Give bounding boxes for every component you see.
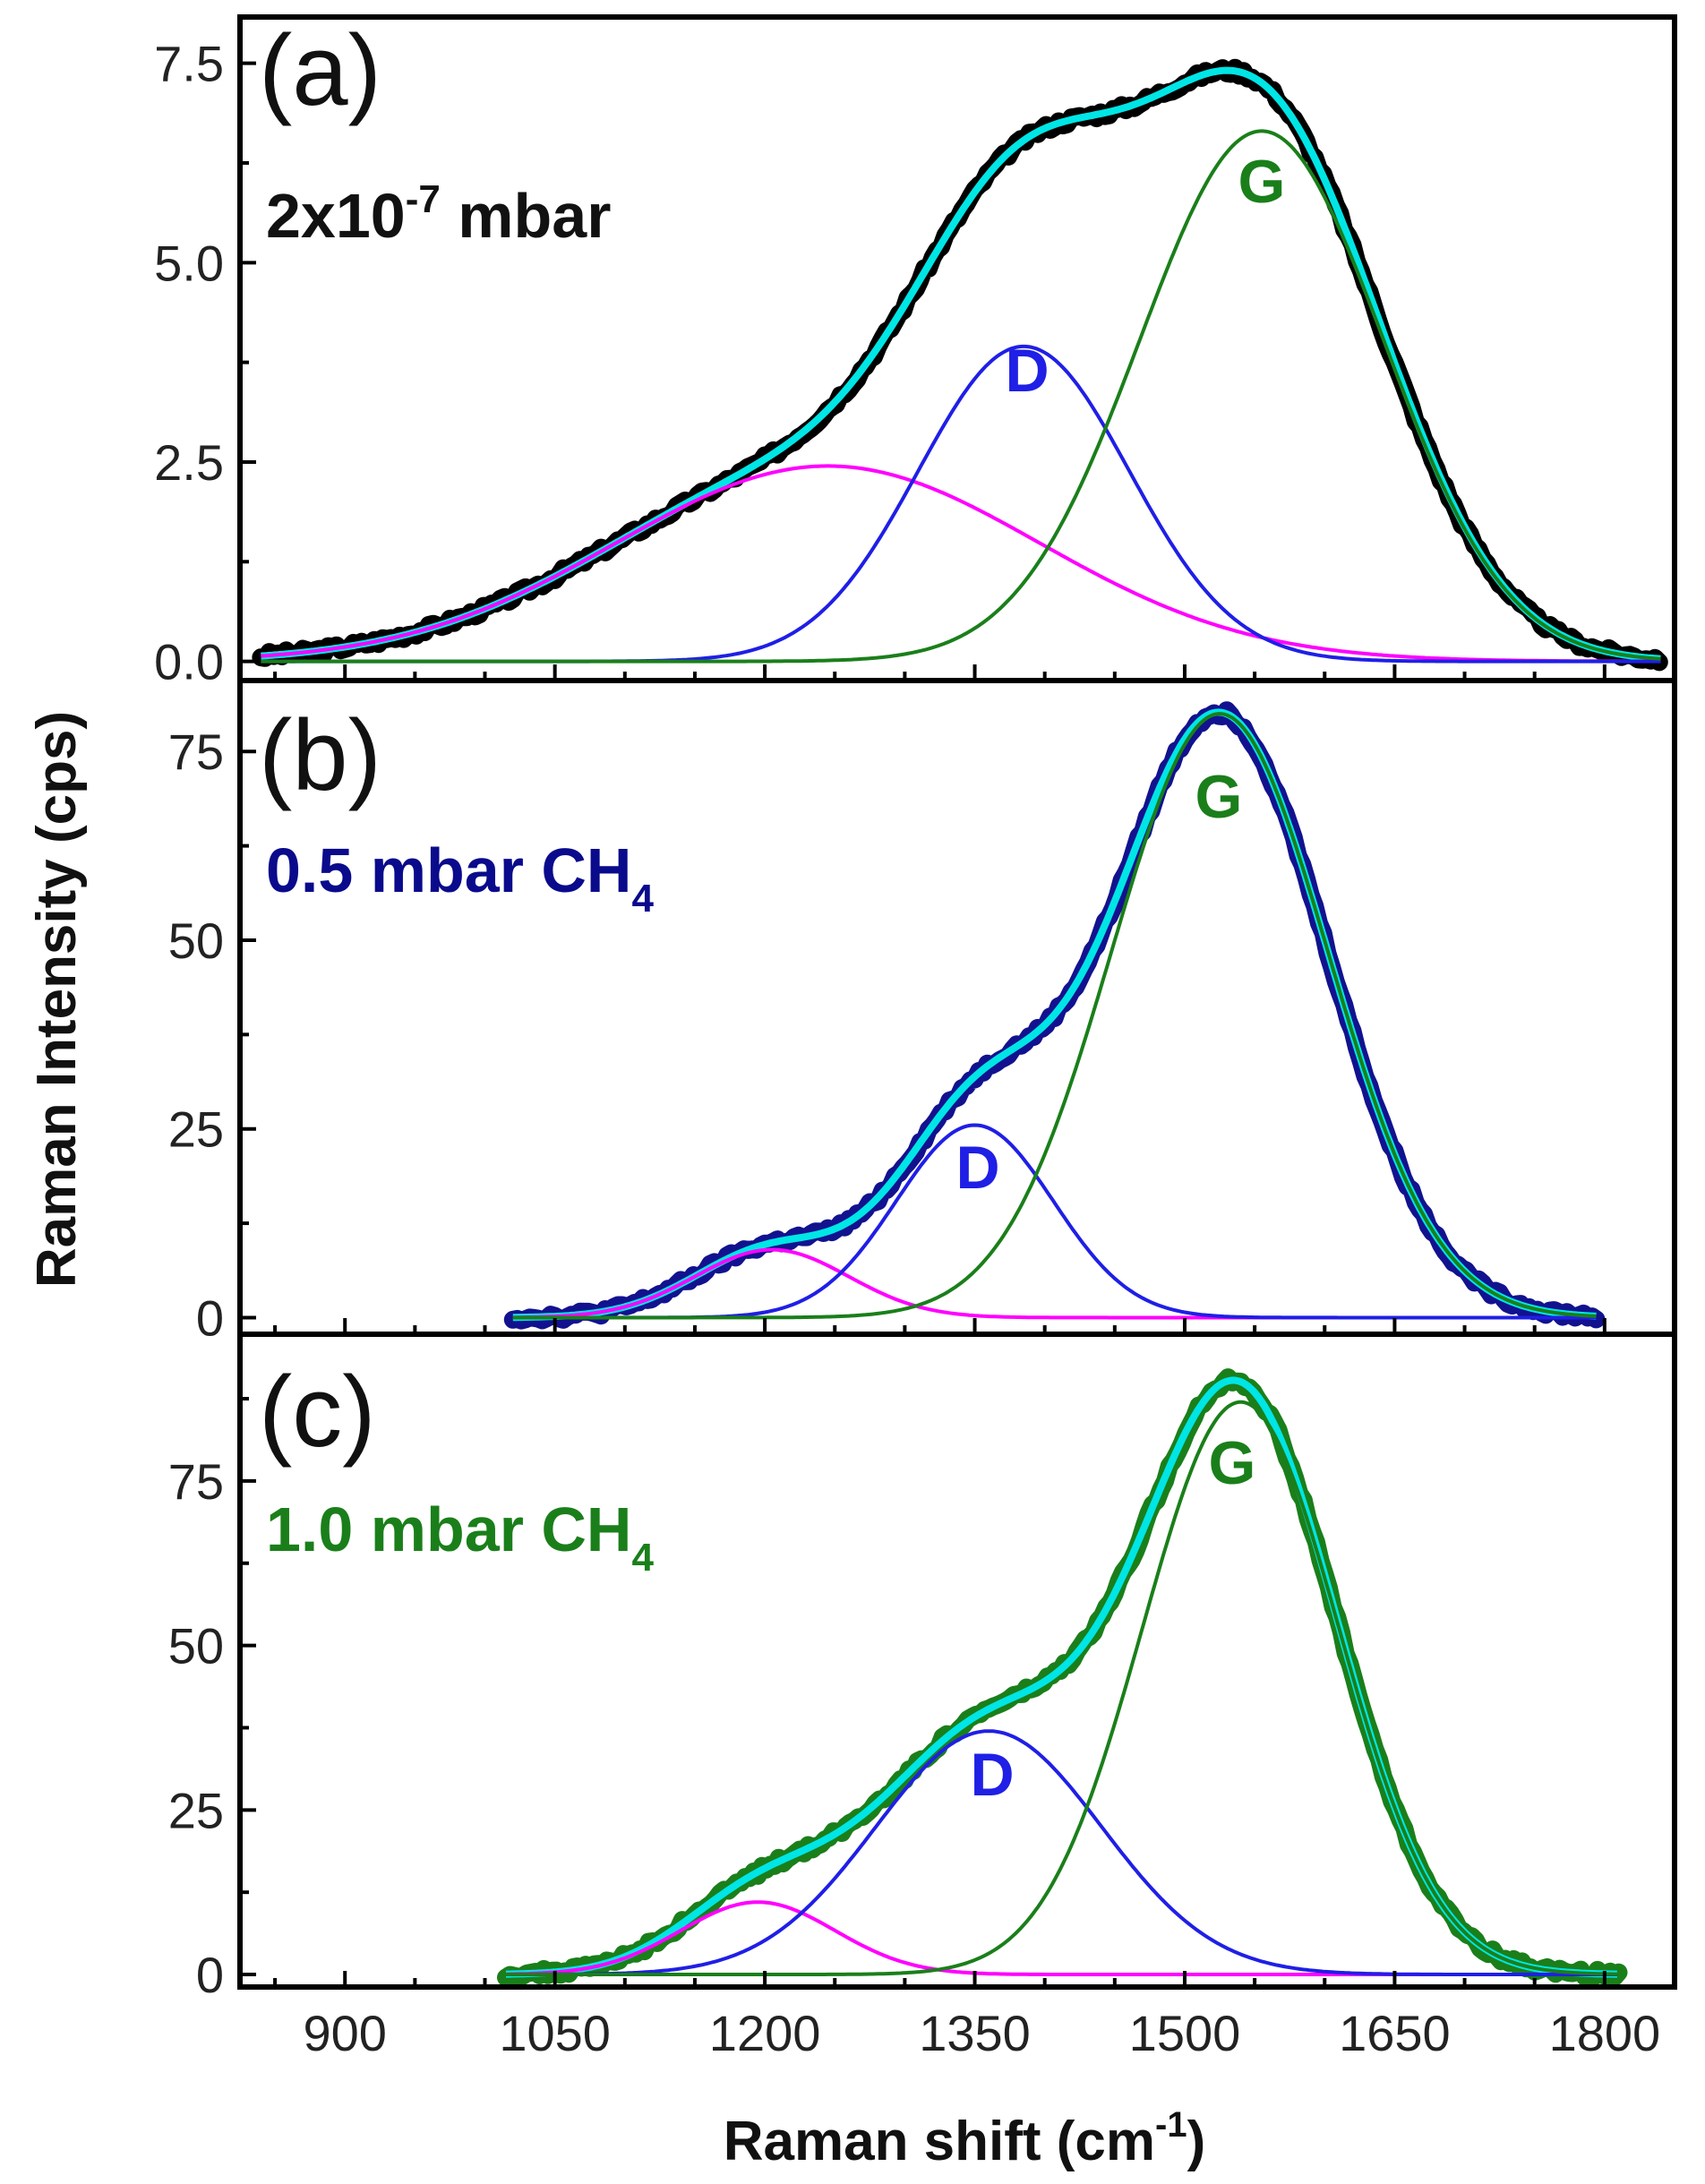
y-tick-label: 5.0 xyxy=(154,235,224,291)
sample-sub: 4 xyxy=(631,877,654,921)
peak-label-G: G xyxy=(1209,1429,1256,1497)
x-tick-label: 1650 xyxy=(1339,2005,1451,2061)
peak-1-curve xyxy=(261,464,1661,664)
y-tick-label: 0 xyxy=(196,1289,224,1346)
sample-sub: 4 xyxy=(631,1536,654,1580)
panel-b: 0 25 50 75 (b) 0.5 mbar CH4 D G xyxy=(168,678,1677,1346)
sample-text: 1.0 mbar CH xyxy=(266,1495,631,1564)
peak-label-D: D xyxy=(955,1134,999,1202)
y-tick-label: 75 xyxy=(168,1453,224,1510)
y-tick-label: 7.5 xyxy=(154,36,224,92)
panel-label: (b) xyxy=(259,699,381,811)
y-tick-label: 75 xyxy=(168,724,224,780)
y-tick-label: 25 xyxy=(168,1101,224,1158)
panel-a: 0.0 2.5 5.0 7.5 (a) 2x10-7 mbar D G xyxy=(154,14,1677,690)
peak-label-G: G xyxy=(1195,763,1243,831)
data-series xyxy=(497,1368,1628,1987)
sample-label: 1.0 mbar CH4 xyxy=(266,1495,654,1580)
sample-label: 0.5 mbar CH4 xyxy=(266,835,654,921)
peak-G-curve xyxy=(512,712,1597,1320)
y-tick-label: 50 xyxy=(168,1618,224,1674)
x-tick-label: 1350 xyxy=(919,2005,1031,2061)
fit-curve xyxy=(512,708,1597,1322)
sample-text: 2x10 xyxy=(266,181,406,251)
panel-frame xyxy=(237,1332,1677,1990)
y-tick-label: 0.0 xyxy=(154,634,224,690)
peak-G-curve xyxy=(261,129,1661,664)
sample-label: 2x10-7 mbar xyxy=(266,177,611,251)
panel-label: (c) xyxy=(259,1356,376,1468)
sample-sup: -7 xyxy=(406,177,441,221)
fit-curve xyxy=(261,66,1661,663)
x-axis-label-main: Raman shift (cm xyxy=(724,2111,1155,2172)
x-axis-label: Raman shift (cm-1) xyxy=(724,2105,1206,2172)
x-tick-label: 900 xyxy=(304,2005,387,2061)
panel-c: 0 25 50 75 (c) 1.0 mbar CH4 D G xyxy=(168,1332,1677,2003)
sample-text: 0.5 mbar CH xyxy=(266,835,631,905)
panel-frame xyxy=(237,678,1677,1337)
x-tick-label: 1500 xyxy=(1129,2005,1241,2061)
peak-label-D: D xyxy=(1005,337,1049,405)
peak-G-curve xyxy=(506,1400,1617,1976)
peak-label-G: G xyxy=(1238,148,1286,216)
y-tick-label: 2.5 xyxy=(154,434,224,491)
panel-label: (a) xyxy=(259,14,381,126)
y-tick-label: 50 xyxy=(168,912,224,969)
x-axis-label-sup: -1 xyxy=(1155,2105,1187,2145)
x-tick-label: 1800 xyxy=(1549,2005,1661,2061)
peak-label-D: D xyxy=(970,1741,1014,1809)
x-tick-label: 1050 xyxy=(499,2005,611,2061)
peak-D-curve xyxy=(506,1729,1617,1976)
sample-end: mbar xyxy=(441,181,612,251)
y-tick-label: 25 xyxy=(168,1782,224,1838)
y-tick-label: 0 xyxy=(196,1947,224,2003)
panel-frame xyxy=(237,14,1677,683)
x-tick-label: 1200 xyxy=(709,2005,821,2061)
y-axis-label: Raman Intensity (cps) xyxy=(26,711,88,1288)
x-axis-label-end: ) xyxy=(1187,2111,1206,2172)
data-series xyxy=(252,58,1668,672)
